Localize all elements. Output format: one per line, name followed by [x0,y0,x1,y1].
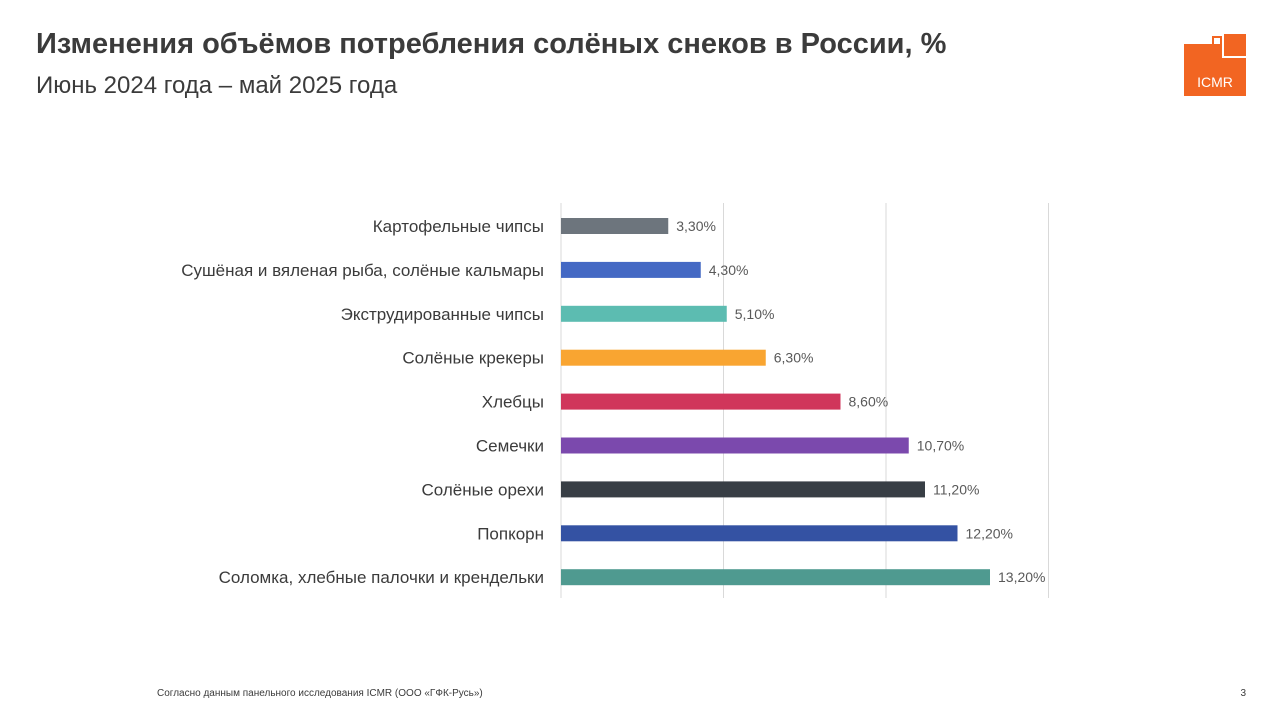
icmr-logo: ICMR [1184,34,1246,96]
data-label: 11,20% [933,481,979,497]
category-label: Попкорн [477,524,544,543]
logo-text: ICMR [1197,74,1233,90]
bar [561,305,727,322]
data-label: 8,60% [849,394,889,410]
bar [561,393,841,410]
page-title: Изменения объёмов потребления солёных сн… [36,28,947,60]
data-label: 3,30% [676,218,716,234]
category-label: Картофельные чипсы [373,217,544,236]
category-label: Солёные орехи [421,480,544,499]
bar [561,525,958,542]
category-label: Экструдированные чипсы [341,305,544,324]
bar [561,218,669,234]
data-label: 6,30% [774,350,814,366]
data-label: 10,70% [917,438,964,454]
data-label: 4,30% [709,262,749,278]
category-label: Солёные крекеры [402,349,544,368]
source-note: Согласно данным панельного исследования … [157,688,483,699]
page-subtitle: Июнь 2024 года – май 2025 года [36,72,398,99]
category-label: Хлебцы [482,393,544,412]
data-label: 5,10% [735,306,775,322]
category-label: Сушёная и вяленая рыба, солёные кальмары [181,261,544,280]
category-label: Семечки [476,437,544,456]
bar [561,569,990,586]
page-number: 3 [1240,688,1246,699]
category-label: Соломка, хлебные палочки и крендельки [219,568,544,587]
bar [561,437,909,454]
bar [561,261,701,278]
data-label: 13,20% [998,569,1045,585]
bar [561,349,766,366]
bar [561,481,925,498]
data-label: 12,20% [966,525,1013,541]
